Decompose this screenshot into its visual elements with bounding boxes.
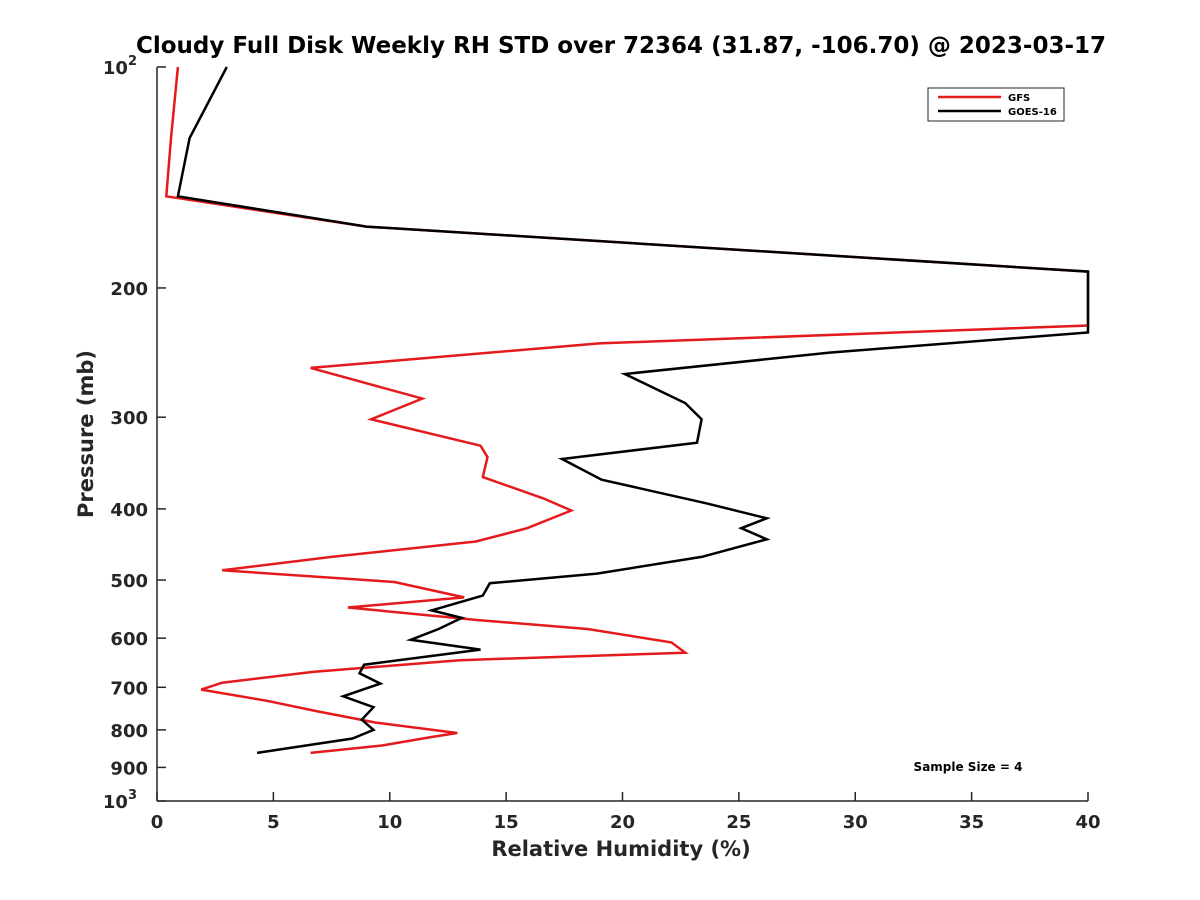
x-tick-label: 20 [610,812,635,833]
x-tick-label: 25 [726,812,751,833]
x-tick-label: 40 [1075,812,1100,833]
x-tick-label: 5 [267,812,280,833]
y-tick-label: 800 [110,721,148,742]
chart-title: Cloudy Full Disk Weekly RH STD over 7236… [136,33,1106,59]
x-tick-label: 15 [494,812,519,833]
y-tick-label: 200 [110,279,148,300]
x-ticks: 0 5 10 15 20 25 30 35 40 [151,792,1101,833]
y-tick-label: 700 [110,678,148,699]
legend-label-gfs: GFS [1008,93,1030,104]
y-tick-label: 103 [103,788,137,813]
plot-area [157,67,1088,801]
x-tick-label: 35 [959,812,984,833]
sample-size-annotation: Sample Size = 4 [914,760,1023,774]
x-tick-label: 30 [843,812,868,833]
x-tick-label: 10 [377,812,402,833]
legend-box [927,87,1065,122]
y-tick-label: 900 [110,758,148,779]
y-axis-label: Pressure (mb) [74,350,98,518]
x-axis-label: Relative Humidity (%) [491,837,750,861]
legend-label-goes16: GOES-16 [1008,107,1057,118]
y-ticks: 102 200 300 400 500 600 700 800 900 103 [103,54,166,813]
y-tick-label: 500 [110,571,148,592]
series-line-gfs [164,66,1090,755]
y-tick-label: 300 [110,408,148,429]
y-tick-label: 600 [110,629,148,650]
series-layer [164,66,1090,755]
legend: GFS GOES-16 [927,87,1065,122]
y-tick-label: 102 [103,54,137,79]
y-tick-label: 400 [110,500,148,521]
series-line-goes16 [176,66,1090,755]
x-tick-label: 0 [151,812,164,833]
